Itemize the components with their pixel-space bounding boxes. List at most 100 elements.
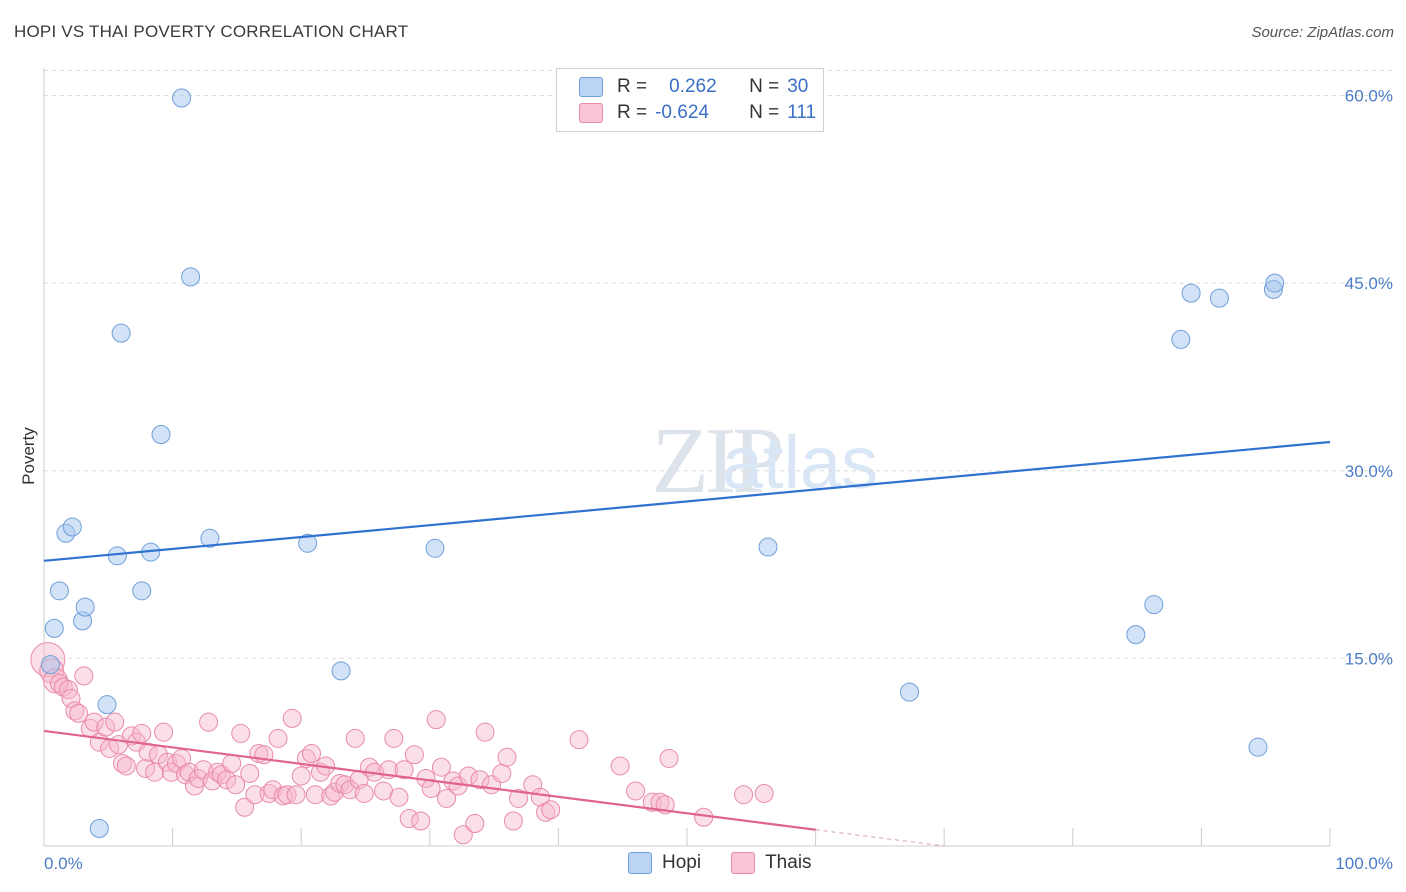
thai-legend-swatch xyxy=(731,852,756,874)
thai-legend-label: Thais xyxy=(765,852,812,873)
thai-swatch xyxy=(579,103,603,123)
hopi-point xyxy=(1144,595,1164,615)
thai-point xyxy=(569,730,589,750)
thai-point xyxy=(335,775,355,795)
watermark-zip: ZIP xyxy=(652,409,782,513)
hopi-point xyxy=(331,661,351,681)
thai-r-label: R = xyxy=(617,102,648,123)
hopi-r-value: 0.262 xyxy=(669,76,717,97)
hopi-point xyxy=(107,546,127,566)
hopi-point xyxy=(1265,273,1285,293)
hopi-point xyxy=(1171,329,1191,349)
thai-point xyxy=(411,811,431,831)
trend-lines xyxy=(43,440,1331,847)
thai-point xyxy=(503,811,523,831)
hopi-legend-swatch xyxy=(628,852,652,874)
thai-point xyxy=(282,708,302,728)
hopi-point xyxy=(62,517,82,537)
thai-point xyxy=(268,728,288,748)
hopi-point xyxy=(49,581,69,601)
hopi-points xyxy=(40,88,1285,838)
thai-point xyxy=(404,745,424,765)
thai-point xyxy=(470,770,490,790)
y-tick-label: 15.0% xyxy=(1345,649,1393,668)
thai-point xyxy=(650,792,670,812)
y-axis-label: Poverty xyxy=(19,427,38,485)
legend-row-hopi: R = 0.262 N = 30 xyxy=(579,75,808,99)
thai-point xyxy=(536,802,556,822)
hopi-point xyxy=(111,323,131,343)
legend-item-hopi[interactable]: Hopi xyxy=(628,852,701,874)
thai-point xyxy=(301,743,321,763)
hopi-point xyxy=(298,533,318,553)
thai-point xyxy=(453,825,473,845)
hopi-r-label: R = xyxy=(617,76,648,97)
thai-n-value: 111 xyxy=(787,102,817,123)
thai-point xyxy=(116,756,136,776)
hopi-point xyxy=(172,88,192,108)
hopi-n-value: 30 xyxy=(787,76,809,97)
x-tick-label-min: 0.0% xyxy=(44,854,83,873)
thai-point xyxy=(132,723,152,743)
thai-point xyxy=(431,757,451,777)
hopi-point xyxy=(1181,283,1201,303)
axis-labels: 15.0% 30.0% 45.0% 60.0% 0.0% 100.0% Poverty xyxy=(19,87,1393,873)
thai-point xyxy=(509,788,529,808)
thai-point xyxy=(626,781,646,801)
thai-trend-line xyxy=(43,729,816,831)
thai-point xyxy=(53,677,73,697)
thai-point xyxy=(389,787,409,807)
thai-point xyxy=(291,766,311,786)
thai-point xyxy=(245,785,265,805)
y-tick-label: 45.0% xyxy=(1345,274,1393,293)
thai-point xyxy=(443,771,463,791)
legend-item-thais[interactable]: Thais xyxy=(731,852,812,874)
gridlines xyxy=(44,70,1392,659)
thai-point xyxy=(384,728,404,748)
y-tick-label: 30.0% xyxy=(1345,462,1393,481)
thai-points xyxy=(30,642,774,845)
hopi-point xyxy=(899,682,919,702)
thai-trend-extension xyxy=(815,829,945,847)
thai-point xyxy=(74,666,94,686)
hopi-point xyxy=(44,618,64,638)
thai-point xyxy=(610,756,630,776)
chart-title: HOPI VS THAI POVERTY CORRELATION CHART xyxy=(14,22,409,41)
thai-point xyxy=(231,723,251,743)
thai-point xyxy=(426,710,446,730)
axes xyxy=(43,68,1331,847)
hopi-point xyxy=(758,537,778,557)
thai-point xyxy=(354,783,374,803)
thai-point xyxy=(188,768,208,788)
x-tick-label-max: 100.0% xyxy=(1335,854,1393,873)
thai-point xyxy=(240,763,260,783)
hopi-point xyxy=(181,267,201,287)
thai-point xyxy=(497,747,517,767)
thai-point xyxy=(61,688,81,708)
thai-point xyxy=(305,785,325,805)
y-tick-label: 60.0% xyxy=(1345,87,1393,106)
thai-point xyxy=(226,775,246,795)
thai-point xyxy=(325,782,345,802)
thai-point xyxy=(84,712,104,732)
thai-point xyxy=(394,760,414,780)
thai-point xyxy=(492,763,512,783)
thai-point xyxy=(96,717,116,737)
hopi-point xyxy=(425,538,445,558)
hopi-point xyxy=(89,818,109,838)
thai-point xyxy=(154,722,174,742)
thai-r-value: -0.624 xyxy=(655,102,709,123)
thai-n-label: N = xyxy=(749,102,780,123)
thai-point xyxy=(475,722,495,742)
source-label: Source: ZipAtlas.com xyxy=(1251,24,1394,41)
bottom-legend: Hopi Thais xyxy=(628,852,842,874)
hopi-point xyxy=(1126,625,1146,645)
thai-point xyxy=(734,785,754,805)
hopi-point xyxy=(40,655,60,675)
thai-point xyxy=(659,748,679,768)
thai-point xyxy=(105,712,125,732)
hopi-point xyxy=(132,581,152,601)
hopi-point xyxy=(75,597,95,617)
thai-point xyxy=(263,780,283,800)
